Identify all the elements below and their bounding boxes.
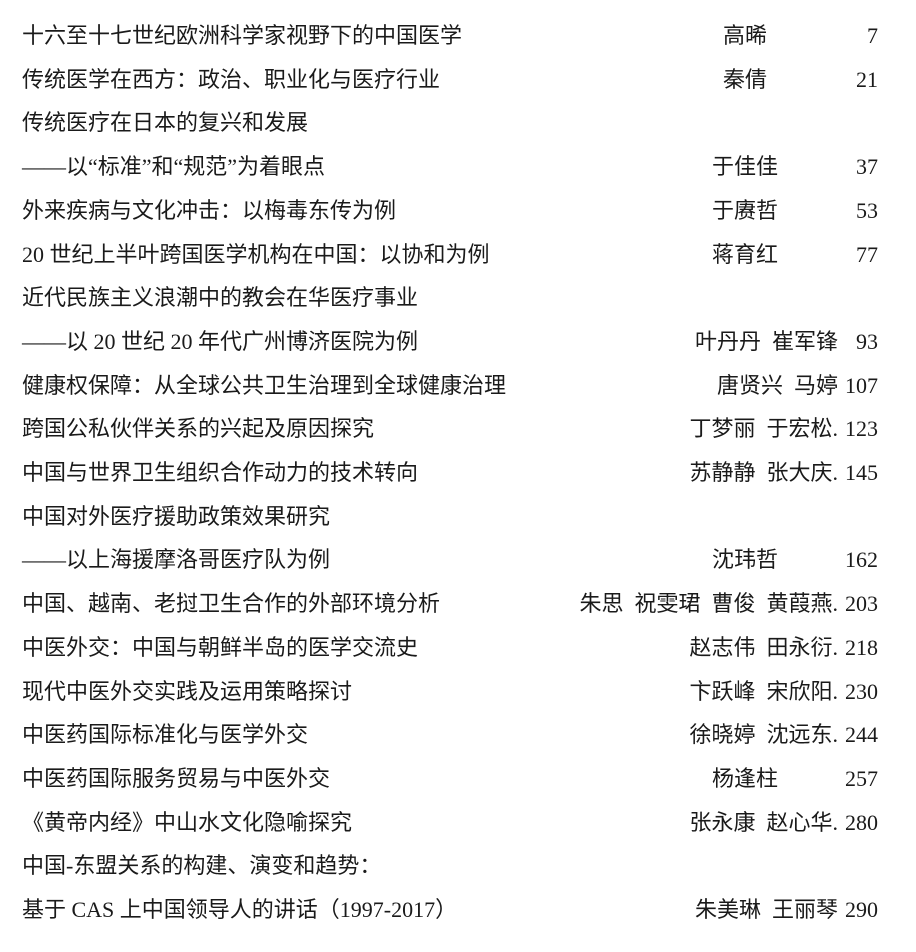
entry-authors: 于佳佳 xyxy=(711,154,778,180)
entry-title: 传统医疗在日本的复兴和发展 xyxy=(22,110,309,136)
entry-authors: 苏静静 张大庆. xyxy=(689,460,838,485)
entry-title: 中医外交：中国与朝鲜半岛的医学交流史 xyxy=(22,634,419,660)
entry-title: 《黄帝内经》中山水文化隐喻探究 xyxy=(22,809,353,835)
entry-title: ——以“标准”和“规范”为着眼点 xyxy=(22,154,326,180)
entry-authors: 张永康 赵心华. xyxy=(689,809,838,835)
entry-page: 37 xyxy=(856,154,878,180)
entry-authors: 于赓哲 xyxy=(711,197,778,223)
entry-page: 280 xyxy=(845,809,878,835)
entry-title: 近代民族主义浪潮中的教会在华医疗事业 xyxy=(22,285,419,311)
entry-authors: 朱美琳 王丽琴 xyxy=(694,897,838,922)
entry-page: 230 xyxy=(845,678,878,704)
entry-title: 外来疾病与文化冲击：以梅毒东传为例 xyxy=(22,197,397,223)
entry-page: 77 xyxy=(856,241,878,267)
entry-page: 107 xyxy=(845,372,878,398)
entry-title: 中国-东盟关系的构建、演变和趋势： xyxy=(22,853,382,879)
entry-authors: 高晞 xyxy=(722,23,767,48)
entry-page: 162 xyxy=(845,547,878,573)
entry-authors: 蒋育红 xyxy=(711,241,778,267)
entry-title: 中医药国际标准化与医学外交 xyxy=(22,722,309,748)
entry-title: 中国对外医疗援助政策效果研究 xyxy=(22,503,331,529)
entry-page: 290 xyxy=(845,897,878,922)
entry-title: 中医药国际服务贸易与中医外交 xyxy=(22,765,331,791)
entry-title: ——以 20 世纪 20 年代广州博济医院为例 xyxy=(22,328,419,354)
entry-page: 257 xyxy=(845,765,878,791)
entry-page: 123 xyxy=(845,416,878,442)
entry-title: 基于 CAS 上中国领导人的讲话（1997-2017） xyxy=(22,897,458,922)
entry-title: 中国与世界卫生组织合作动力的技术转向 xyxy=(22,460,419,485)
entry-authors: 赵志伟 田永衍. xyxy=(689,634,838,660)
entry-page: 145 xyxy=(845,460,878,485)
entry-authors: 丁梦丽 于宏松. xyxy=(689,416,838,442)
entry-title: 传统医学在西方：政治、职业化与医疗行业 xyxy=(22,66,441,92)
entry-title: 20 世纪上半叶跨国医学机构在中国：以协和为例 xyxy=(22,241,490,267)
entry-page: 203 xyxy=(845,591,878,617)
entry-title: ——以上海援摩洛哥医疗队为例 xyxy=(22,547,331,573)
entry-authors: 徐晓婷 沈远东. xyxy=(689,722,838,748)
entry-page: 7 xyxy=(867,23,878,48)
entry-authors: 沈玮哲 xyxy=(711,547,778,573)
entry-page: 93 xyxy=(856,328,878,354)
entry-authors: 秦倩 xyxy=(722,66,767,92)
entry-authors: 唐贤兴 马婷 xyxy=(716,372,838,398)
entry-authors: 朱思 祝雯珺 曹俊 黄葭燕. xyxy=(579,591,838,617)
entry-title: 跨国公私伙伴关系的兴起及原因探究 xyxy=(22,416,375,442)
entry-page: 218 xyxy=(845,634,878,660)
entry-title: 中国、越南、老挝卫生合作的外部环境分析 xyxy=(22,591,441,617)
entry-page: 21 xyxy=(856,66,878,92)
entry-title: 十六至十七世纪欧洲科学家视野下的中国医学 xyxy=(22,23,463,48)
entry-authors: 杨逢柱 xyxy=(711,765,778,791)
entry-title: 现代中医外交实践及运用策略探讨 xyxy=(22,678,353,704)
entry-authors: 叶丹丹 崔军锋 xyxy=(694,328,838,354)
entry-title: 健康权保障：从全球公共卫生治理到全球健康治理 xyxy=(22,372,507,398)
entry-page: 53 xyxy=(856,197,878,223)
entry-page: 244 xyxy=(845,722,878,748)
entry-authors: 卞跃峰 宋欣阳. xyxy=(689,678,838,704)
